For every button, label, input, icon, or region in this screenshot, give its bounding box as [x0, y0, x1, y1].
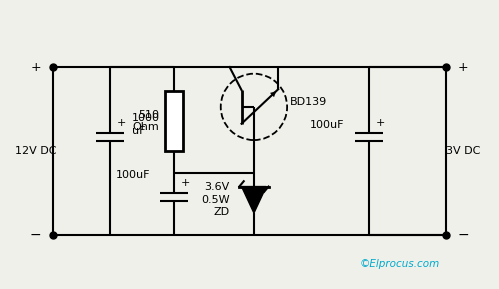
Text: +: + — [458, 61, 469, 74]
Polygon shape — [242, 186, 266, 213]
Text: −: − — [30, 228, 41, 242]
Text: 1000
uF: 1000 uF — [132, 113, 160, 136]
Text: 12V DC: 12V DC — [15, 146, 56, 156]
Text: BD139: BD139 — [290, 97, 327, 108]
Text: −: − — [458, 228, 469, 242]
Text: 3V DC: 3V DC — [446, 146, 481, 156]
Text: +: + — [181, 178, 190, 188]
Text: 100uF: 100uF — [310, 120, 345, 129]
Text: 510
Ohm: 510 Ohm — [132, 110, 159, 132]
Text: ©Elprocus.com: ©Elprocus.com — [359, 259, 440, 269]
Text: +: + — [117, 118, 126, 128]
Text: 3.6V
0.5W
ZD: 3.6V 0.5W ZD — [201, 182, 230, 217]
Text: +: + — [30, 61, 41, 74]
Bar — [166, 91, 183, 151]
Text: 100uF: 100uF — [115, 171, 150, 180]
Text: +: + — [376, 118, 385, 128]
